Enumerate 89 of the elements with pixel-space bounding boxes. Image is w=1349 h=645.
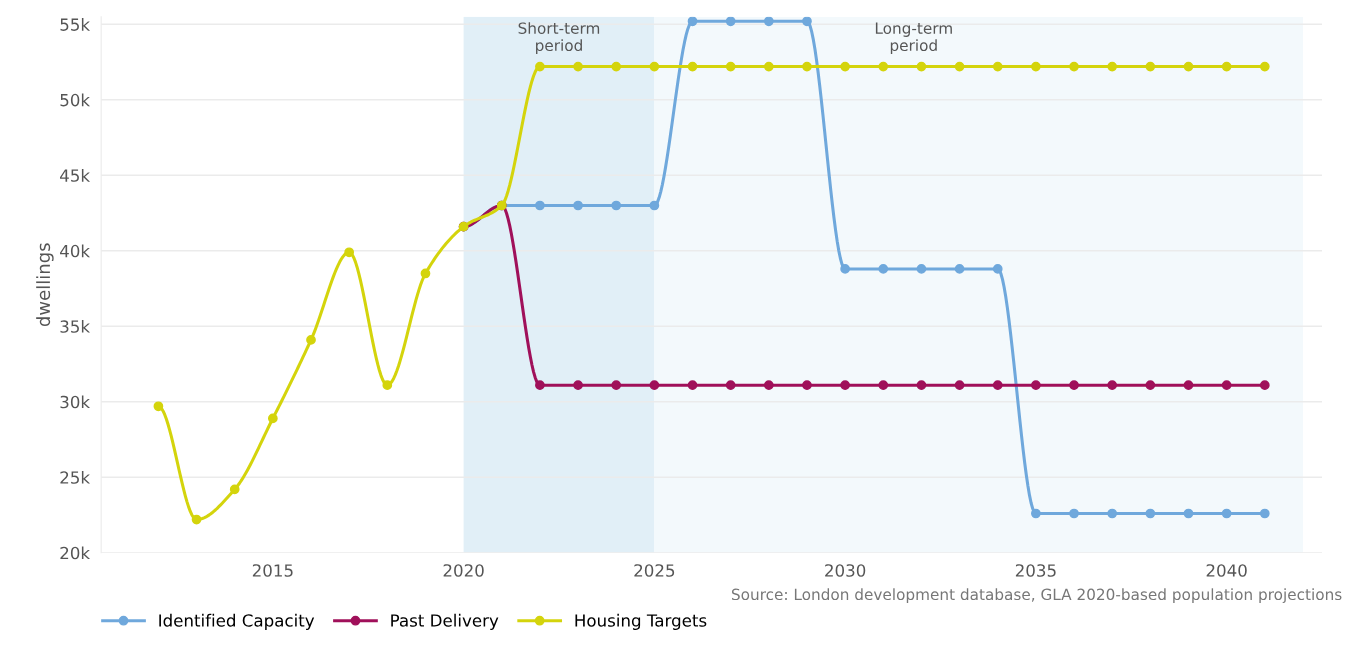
point [306,335,316,345]
y-tick-label: 35k [60,319,91,333]
point [725,61,736,72]
point [763,16,774,27]
y-tick-label: 25k [60,470,91,484]
point [344,247,355,258]
point [1069,61,1079,72]
point [1107,61,1118,72]
y-tick-label: 40k [60,244,91,258]
point [420,268,431,279]
y-tick-label: 45k [60,168,91,182]
point [954,380,965,391]
y-tick-label: 55k [60,17,91,31]
point [1221,61,1232,72]
point [878,61,889,72]
point [1259,61,1270,72]
x-tick-label: 2020 [443,564,484,577]
point [535,380,545,391]
point [1069,508,1079,519]
point [611,61,622,72]
point [1183,508,1194,519]
point [535,200,545,211]
x-tick-label: 2040 [1206,564,1247,577]
point [1145,380,1156,391]
x-tick-label: 2030 [825,564,866,577]
point [267,413,278,424]
point [611,380,622,391]
point [878,380,889,391]
point [802,61,812,72]
point [916,264,927,274]
point [725,16,736,27]
point [840,61,850,72]
point [954,264,965,274]
point [878,264,889,274]
point [649,200,660,211]
point [992,380,1003,391]
point [687,16,698,27]
point [954,61,965,72]
point [573,380,583,391]
band-label: Long-term period [875,22,952,55]
point [992,264,1003,274]
point [725,380,736,391]
point [1221,380,1232,391]
point [1259,508,1270,519]
point [649,380,660,391]
point [1145,61,1156,72]
point [1183,61,1194,72]
x-tick-label: 2025 [634,564,675,577]
point [191,514,202,525]
point [1107,508,1118,519]
legend-label: Identified Capacity [159,613,315,630]
point [840,264,850,274]
y-tick-label: 30k [60,395,91,409]
point [802,16,812,27]
point [1221,508,1232,519]
x-tick-label: 2035 [1015,564,1056,577]
point [1145,508,1156,519]
y-axis-title: dwellings [36,243,54,327]
y-tick-label: 20k [60,546,91,560]
point [916,380,927,391]
point [382,380,393,391]
band-label: Short-term period [518,22,600,55]
point [153,401,164,412]
point [1031,380,1041,391]
point [1031,61,1041,72]
point [573,61,583,72]
point [763,61,774,72]
point [535,61,545,72]
point [1069,380,1079,391]
point [802,380,812,391]
source-note: Source: London development database, GLA 2020-based population projections [731,588,1342,604]
legend-label: Past Delivery [391,613,499,630]
point [649,61,660,72]
point [763,380,774,391]
x-tick-label: 2015 [252,564,293,577]
point [916,61,927,72]
point [611,200,622,211]
point [1259,380,1270,391]
y-tick-label: 50k [60,93,91,107]
point [687,61,698,72]
point [1107,380,1118,391]
point [687,380,698,391]
point [229,484,240,495]
point [573,200,583,211]
point [1031,508,1041,519]
point [1183,380,1194,391]
legend-label: Housing Targets [575,613,707,630]
point [840,380,850,391]
point [992,61,1003,72]
